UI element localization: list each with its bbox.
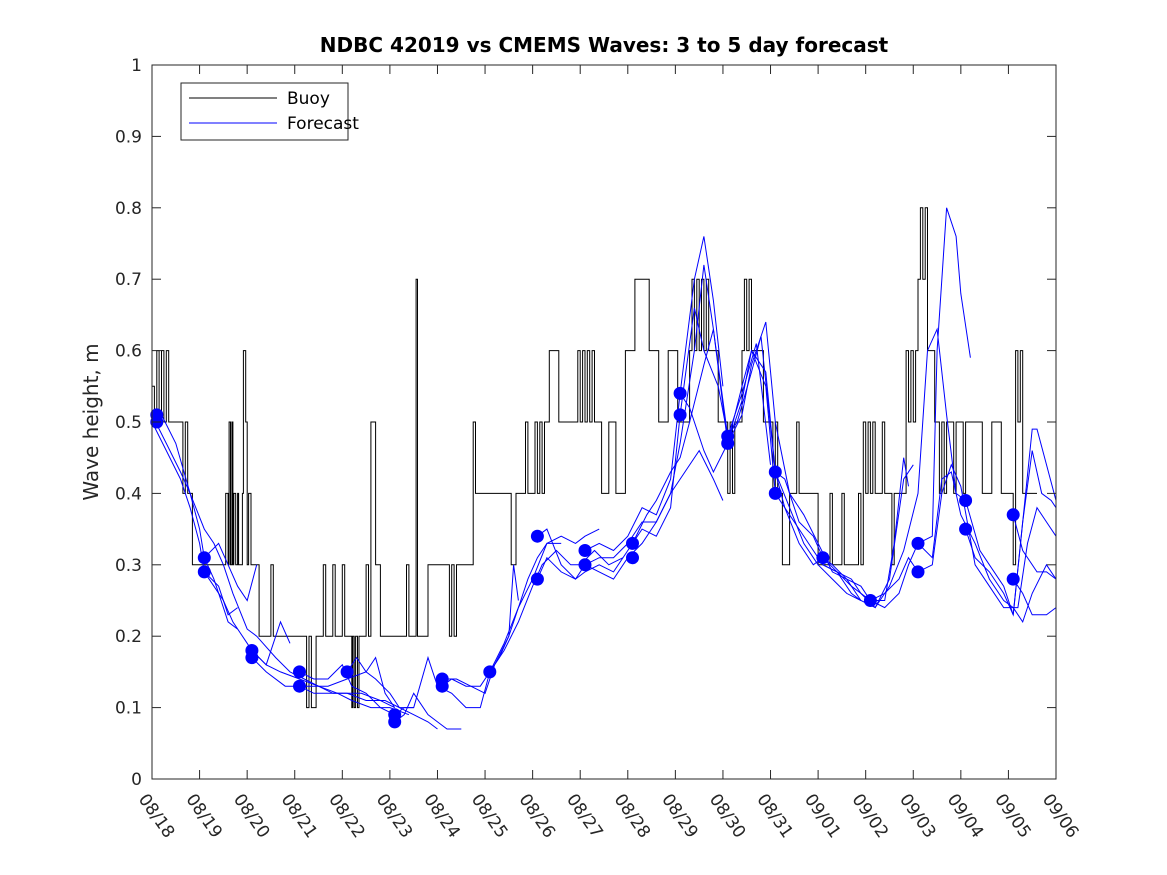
forecast-start-marker: [626, 536, 639, 550]
forecast-start-marker: [816, 551, 830, 565]
legend-box: [180, 82, 349, 141]
forecast-series-line: [774, 327, 966, 609]
buoy-series-line: [152, 207, 1037, 709]
forecast-series-line: [584, 236, 724, 552]
forecast-start-marker: [530, 529, 544, 543]
y-tick-label: 0.7: [115, 270, 142, 290]
y-tick-label: 0.5: [115, 413, 142, 433]
forecast-start-marker: [673, 386, 687, 400]
forecast-series-line: [917, 207, 971, 544]
forecast-start-marker: [1006, 572, 1020, 586]
forecast-start-marker: [911, 565, 925, 579]
forecast-start-marker: [673, 408, 687, 422]
forecast-start-marker: [530, 572, 544, 586]
y-tick-label: 0.4: [115, 484, 142, 504]
plot-area: [150, 207, 1057, 730]
forecast-series-line: [1012, 514, 1057, 580]
y-tick-label: 1: [131, 56, 142, 76]
chart-title: NDBC 42019 vs CMEMS Waves: 3 to 5 day fo…: [320, 33, 889, 57]
forecast-series-line: [965, 450, 1057, 617]
forecast-series-line: [161, 414, 410, 716]
forecast-start-marker: [768, 465, 782, 479]
forecast-start-marker: [293, 679, 306, 693]
forecast-series-line: [489, 564, 519, 673]
forecast-series-line: [151, 414, 238, 630]
y-tick-label: 0.9: [115, 127, 142, 147]
forecast-start-marker: [340, 665, 354, 679]
forecast-series-line: [632, 329, 862, 601]
forecast-start-marker: [959, 522, 973, 536]
y-tick-label: 0.3: [115, 556, 142, 576]
forecast-start-marker: [578, 558, 592, 572]
forecast-start-marker: [721, 436, 735, 450]
legend: Buoy Forecast: [180, 82, 359, 141]
y-tick-label: 0.1: [115, 699, 142, 719]
y-tick-label: 0.2: [115, 627, 142, 647]
forecast-start-marker: [1006, 508, 1020, 522]
forecast-series-line: [346, 656, 438, 730]
y-tick-label: 0.6: [115, 342, 142, 362]
forecast-series-line: [1012, 578, 1057, 616]
forecast-series-line: [394, 692, 462, 730]
forecast-start-marker: [768, 486, 782, 500]
forecast-start-marker: [959, 494, 973, 507]
y-axis: 0 0.1 0.2 0.3 0.4 0.5 0.6 0.7 0.8 0.9 1: [115, 56, 1056, 790]
forecast-start-marker: [578, 544, 592, 557]
forecast-series-line: [442, 528, 600, 695]
forecast-series-line: [251, 620, 291, 666]
y-axis-label: Wave height, m: [79, 343, 103, 500]
forecast-start-marker: [197, 565, 211, 579]
forecast-start-marker: [388, 715, 402, 729]
forecast-series-line: [251, 657, 395, 709]
forecast-start-marker: [245, 651, 259, 665]
legend-forecast-label: Forecast: [287, 114, 359, 134]
forecast-start-marker: [863, 594, 877, 607]
y-tick-label: 0: [131, 770, 142, 790]
forecast-start-marker: [435, 679, 449, 693]
forecast-start-marker: [197, 551, 211, 565]
forecast-series-line: [203, 571, 238, 616]
legend-buoy-label: Buoy: [287, 89, 330, 109]
forecast-start-marker: [483, 665, 497, 679]
forecast-series-line: [870, 463, 1057, 609]
forecast-start-marker: [911, 536, 925, 550]
y-tick-label: 0.8: [115, 199, 142, 219]
forecast-series-line: [394, 542, 562, 716]
forecast-start-marker: [293, 665, 306, 679]
forecast-start-marker: [626, 551, 639, 565]
forecast-series-line: [203, 542, 258, 602]
